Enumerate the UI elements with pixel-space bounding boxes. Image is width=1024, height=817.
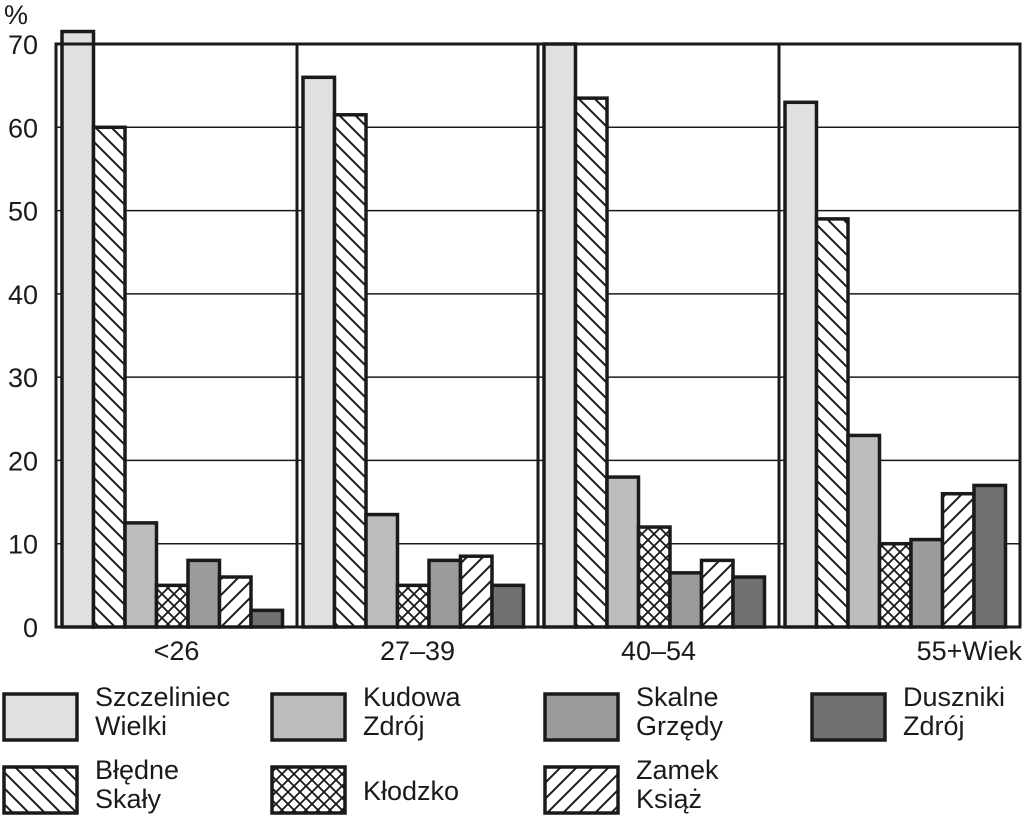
bar (909, 537, 945, 629)
y-axis-label: % (4, 0, 28, 30)
bar (301, 75, 337, 629)
legend-label: Zamek Książ (636, 755, 719, 814)
y-tick-label: 30 (8, 363, 38, 393)
legend-swatch (270, 692, 347, 742)
bar (573, 96, 609, 629)
bar (846, 433, 882, 629)
x-tick-label: 40–54 (621, 636, 696, 666)
bar (783, 100, 819, 629)
bar (60, 29, 96, 629)
legend-label: Duszniki Zdrój (903, 682, 1005, 741)
bar (877, 541, 913, 629)
legend-swatch (543, 692, 620, 742)
bar (364, 512, 400, 629)
bar (332, 113, 368, 629)
legend-label: Kudowa Zdrój (363, 682, 462, 741)
y-tick-label: 0 (23, 613, 38, 643)
bar (458, 554, 494, 629)
bar (186, 558, 222, 629)
y-tick-label: 70 (8, 30, 38, 60)
legend-swatch (2, 765, 79, 815)
y-tick-label: 40 (8, 280, 38, 310)
bar (249, 608, 285, 629)
bar (123, 521, 159, 629)
bar (91, 125, 127, 629)
legend-label: Kłodzko (363, 776, 459, 806)
bar (636, 525, 672, 629)
bar (972, 483, 1008, 629)
bar (699, 558, 735, 629)
bar (668, 571, 704, 629)
bar (395, 583, 431, 629)
y-tick-label: 50 (8, 197, 38, 227)
legend-swatch (2, 692, 79, 742)
bar (542, 42, 578, 629)
axes: 0 10 20 30 40 50 60 70% <26 27–39 40–54 55+ Wiek (4, 0, 1022, 666)
legend-label: Skalne Grzędy (636, 682, 724, 741)
plot-frame (54, 42, 1022, 629)
bar (490, 583, 526, 629)
x-tick-label: <26 (154, 636, 200, 666)
y-tick-label: 20 (8, 446, 38, 476)
legend-label: Błędne Skały (95, 755, 179, 814)
x-axis-label: Wiek (962, 636, 1022, 666)
y-tick-label: 60 (8, 113, 38, 143)
legend-swatch (270, 765, 347, 815)
bar (217, 575, 253, 629)
bar (427, 558, 463, 629)
x-tick-label: 27–39 (380, 636, 455, 666)
x-tick-label: 55+ (917, 636, 963, 666)
bar (940, 491, 976, 629)
bar (605, 475, 641, 629)
legend-swatch (543, 765, 620, 815)
legend-label: Szczeliniec Wielki (95, 682, 230, 741)
bar (731, 575, 767, 629)
y-tick-label: 10 (8, 530, 38, 560)
legend: Szczeliniec Wielki Kudowa Zdrój Skalne Grzędy… (2, 682, 1005, 815)
bars (60, 29, 1008, 629)
legend-swatch (810, 692, 887, 742)
plot-border (54, 42, 1022, 629)
bar (154, 583, 190, 629)
bar (814, 217, 850, 629)
